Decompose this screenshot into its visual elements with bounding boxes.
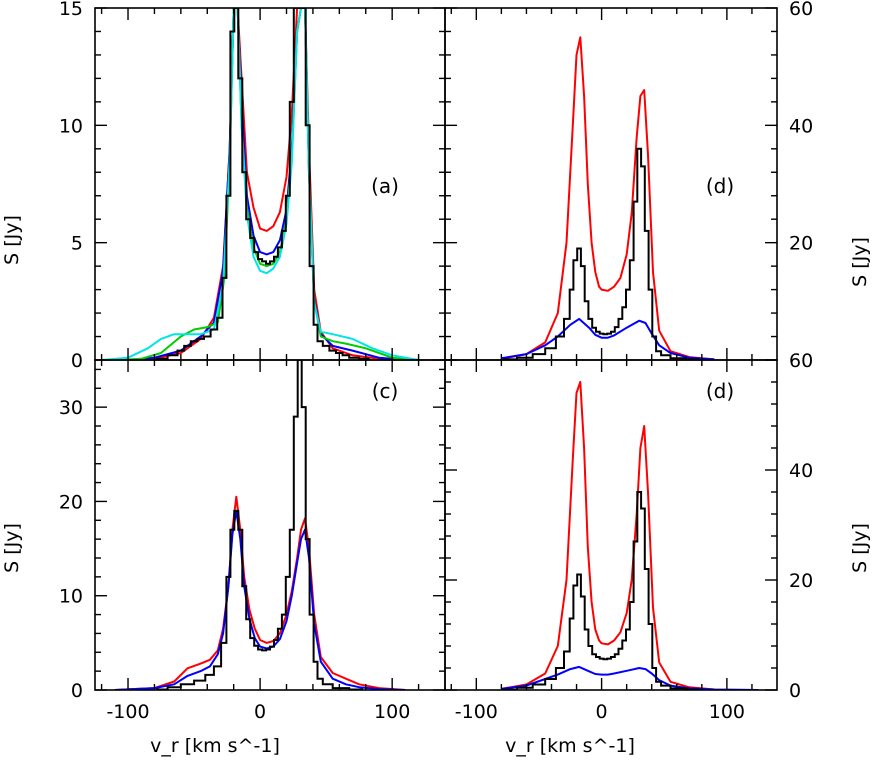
y-tick-label-d_bottom: 0 (789, 680, 801, 702)
panel-frame-d_bottom (444, 359, 778, 691)
y-tick-label-c: 0 (71, 680, 83, 702)
model-curve-a-1 (127, 8, 406, 360)
y-tick-label-d_bottom: 60 (789, 350, 813, 372)
y-axis-label-top-left: S [Jy] (1, 215, 23, 265)
y-tick-label-a: 15 (59, 0, 83, 20)
model-curve-a-3 (101, 8, 419, 360)
panel-label-d_top: (d) (706, 174, 734, 198)
y-tick-label-d_top: 60 (789, 0, 813, 20)
panel-d_bottom: -100 0 100 0 20 40 60 (d) (444, 350, 813, 723)
panel-label-d_bottom: (d) (706, 379, 734, 403)
y-tick-label-a: 10 (59, 115, 83, 137)
plot-area-d_top (501, 36, 715, 360)
model-curve-a-0 (127, 8, 406, 360)
y-tick-label-c: 10 (59, 586, 83, 608)
y-tick-label-a: 5 (71, 233, 83, 255)
x-tick-label-d_bottom: 0 (596, 701, 608, 723)
y-tick-label-d_top: 40 (789, 115, 813, 137)
panel-frame-c (94, 359, 446, 691)
panel-label-c: (c) (372, 379, 399, 403)
x-axis-label-right: v_r [km s^-1] (505, 735, 635, 757)
observed-spectrum-a (156, 8, 370, 360)
model-curve-c-1 (114, 509, 406, 690)
y-tick-label-d_bottom: 20 (789, 570, 813, 592)
y-tick-label-d_bottom: 40 (789, 460, 813, 482)
y-tick-label-c: 20 (59, 491, 83, 513)
y-axis-label-top-right: S [Jy] (849, 237, 871, 287)
panel-d_top: 20 40 60 (d) (444, 0, 813, 361)
x-tick-label-c: 100 (374, 701, 410, 723)
plot-area-c (114, 360, 406, 690)
model-curve-d_top-0 (501, 36, 715, 360)
model-curve-d_bottom-0 (501, 381, 715, 690)
model-curve-d_bottom-1 (501, 665, 759, 690)
x-tick-label-d_bottom: -100 (455, 701, 498, 723)
panel-c: -100 0 100 0 10 20 30 (c) (59, 359, 446, 723)
plot-area-d_bottom (501, 381, 759, 690)
x-tick-label-d_bottom: 100 (709, 701, 745, 723)
y-axis-label-bottom-left: S [Jy] (1, 523, 23, 573)
model-curve-c-0 (114, 495, 406, 690)
y-tick-label-a: 0 (71, 350, 83, 372)
y-tick-label-c: 30 (59, 397, 83, 419)
x-tick-label-c: 0 (254, 701, 266, 723)
panel-a: 0 5 10 15 (a) (59, 0, 446, 372)
panel-label-a: (a) (371, 174, 399, 198)
x-axis-label-left: v_r [km s^-1] (150, 735, 280, 757)
model-curve-a-2 (114, 8, 419, 360)
y-axis-label-bottom-right: S [Jy] (849, 523, 871, 573)
x-tick-label-c: -100 (106, 701, 149, 723)
observed-spectrum-d_top (502, 147, 700, 360)
observed-spectrum-d_bottom (502, 491, 700, 690)
y-tick-label-d_top: 20 (789, 233, 813, 255)
observed-spectrum-c (156, 360, 364, 690)
plot-area-a (101, 8, 419, 360)
